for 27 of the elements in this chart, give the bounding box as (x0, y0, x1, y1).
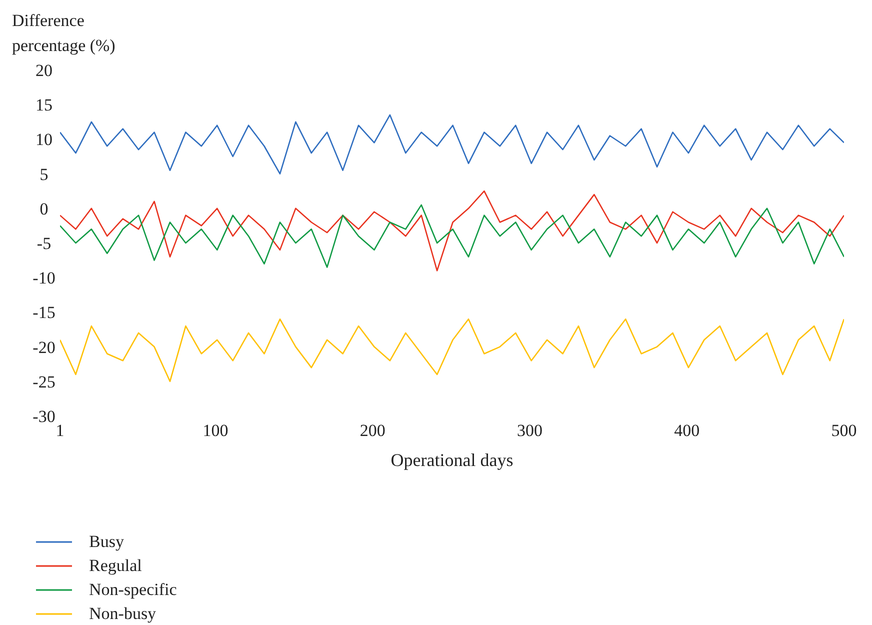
y-tick-label: 20 (36, 61, 52, 80)
y-tick-label: 5 (40, 164, 48, 184)
legend-label: Non-busy (89, 603, 156, 625)
x-tick-label: 100 (202, 421, 228, 440)
y-tick-label: 0 (40, 199, 48, 218)
y-tick-label: -20 (32, 338, 56, 357)
line-series (60, 204, 844, 268)
line-series (60, 114, 844, 174)
line-series (60, 190, 844, 272)
x-tick-label: 200 (360, 421, 386, 440)
y-tick-label: -15 (32, 303, 56, 322)
legend-label: Non-specific (89, 579, 177, 601)
y-tick-label: -30 (32, 407, 56, 426)
line-series (60, 318, 844, 382)
x-axis-title: Operational days (390, 450, 514, 470)
y-tick-label: 15 (36, 96, 52, 115)
y-axis-title: Difference percentage (%) (12, 10, 116, 57)
x-tick-label: 300 (517, 421, 543, 440)
legend-label: Busy (89, 531, 124, 553)
y-tick-label: -5 (36, 234, 52, 254)
legend-label: Regulal (89, 555, 142, 577)
x-tick-label: 400 (674, 421, 700, 440)
y-tick-label: -25 (32, 372, 56, 392)
y-tick-label: 10 (36, 130, 52, 150)
x-tick-label: 500 (831, 421, 857, 440)
x-tick-label: 1 (56, 421, 64, 440)
y-tick-label: -10 (32, 268, 56, 288)
